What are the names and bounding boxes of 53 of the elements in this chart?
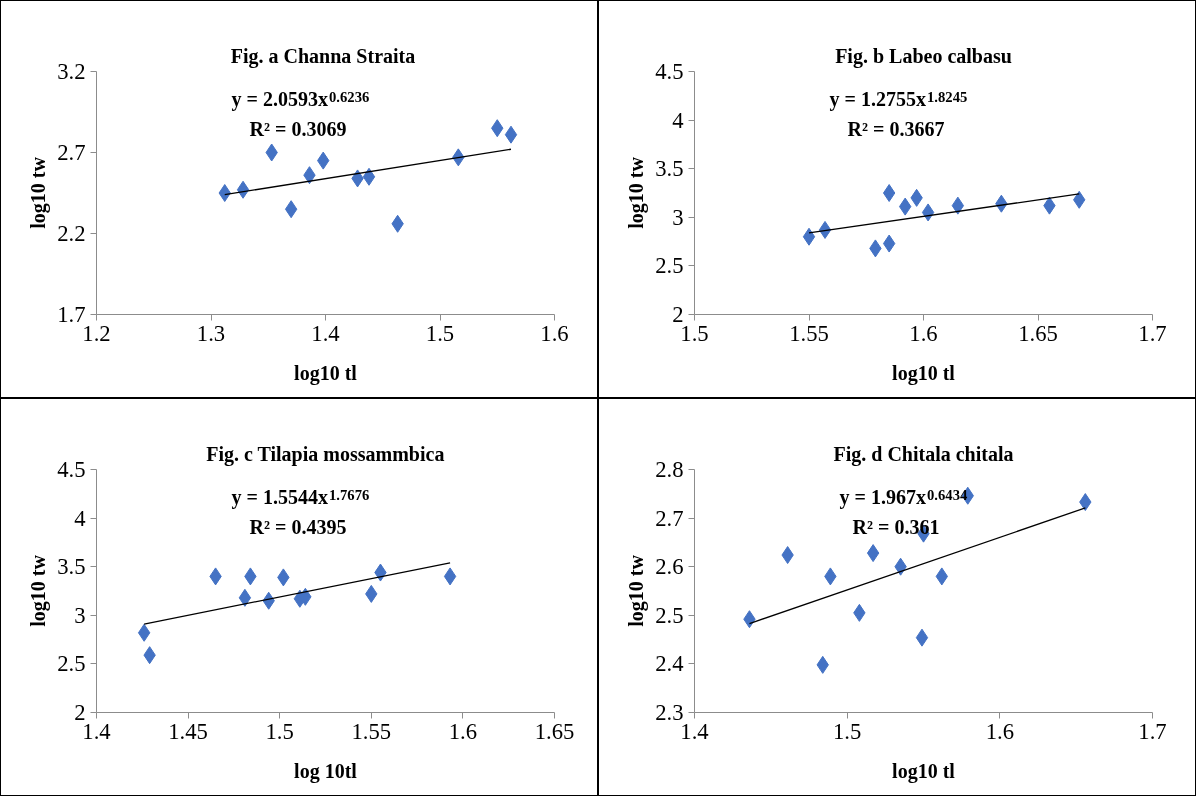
x-tick-label: 1.7 <box>1138 718 1167 744</box>
y-tick-label: 2.5 <box>655 602 684 628</box>
x-tick-label: 1.6 <box>909 320 938 346</box>
y-tick-label: 2 <box>672 302 684 327</box>
x-tick-label: 1.45 <box>168 718 208 744</box>
y-tick-label: 4.5 <box>655 59 684 84</box>
x-tick-label: 1.6 <box>540 320 569 346</box>
annotation: R² = 0.361 <box>852 515 940 538</box>
y-tick-label: 2.2 <box>57 221 86 246</box>
annotation: R² = 0.3667 <box>847 117 945 140</box>
y-tick-label: 4 <box>672 107 684 133</box>
y-tick-label: 3.2 <box>57 59 86 84</box>
y-tick-label: 4.5 <box>57 457 86 482</box>
y-axis-title: log10 tw <box>27 554 51 627</box>
y-tick-label: 2 <box>74 700 86 725</box>
chart-title: Fig. a Channa Straita <box>230 44 416 68</box>
y-tick-label: 2.5 <box>57 651 86 677</box>
x-tick-label: 1.5 <box>265 718 294 744</box>
x-tick-label: 1.5 <box>833 718 862 744</box>
x-tick-label: 1.65 <box>534 718 575 744</box>
x-axis-title: log10 tl <box>294 361 358 385</box>
annotation: R² = 0.3069 <box>249 117 347 140</box>
chart-title: Fig. d Chitala chitala <box>833 442 1014 466</box>
x-tick-label: 1.6 <box>985 718 1014 744</box>
y-axis-title: log10 tw <box>625 156 649 229</box>
x-tick-label: 1.55 <box>789 320 829 346</box>
x-tick-label: 1.7 <box>1138 320 1167 346</box>
y-tick-label: 2.8 <box>655 457 684 482</box>
y-tick-label: 2.4 <box>655 651 684 677</box>
x-tick-label: 1.4 <box>311 320 340 346</box>
x-axis-title: log10 tl <box>892 361 956 385</box>
y-tick-label: 2.5 <box>655 253 684 279</box>
y-tick-label: 3.5 <box>655 156 684 182</box>
chart-title: Fig. c Tilapia mossammbica <box>206 442 445 466</box>
y-axis-title: log10 tw <box>27 156 51 229</box>
y-axis-title: log10 tw <box>625 554 649 627</box>
y-tick-label: 2.7 <box>57 140 86 165</box>
y-tick-label: 2.3 <box>655 700 684 725</box>
x-tick-label: 1.55 <box>351 718 392 744</box>
x-axis-title: log10 tl <box>892 759 956 783</box>
y-tick-label: 2.7 <box>655 505 684 531</box>
y-tick-label: 3 <box>672 204 684 230</box>
x-axis-title: log 10tl <box>294 759 358 783</box>
y-tick-label: 3 <box>74 602 86 628</box>
x-tick-label: 1.3 <box>196 320 226 346</box>
x-tick-label: 1.5 <box>425 320 455 346</box>
annotation: R² = 0.4395 <box>249 515 347 538</box>
x-tick-label: 1.6 <box>448 718 478 744</box>
y-tick-label: 4 <box>74 505 86 531</box>
x-tick-label: 1.65 <box>1018 320 1058 346</box>
y-tick-label: 3.5 <box>57 554 86 580</box>
chart-title: Fig. b Labeo calbasu <box>835 44 1012 68</box>
y-tick-label: 2.6 <box>655 554 684 580</box>
